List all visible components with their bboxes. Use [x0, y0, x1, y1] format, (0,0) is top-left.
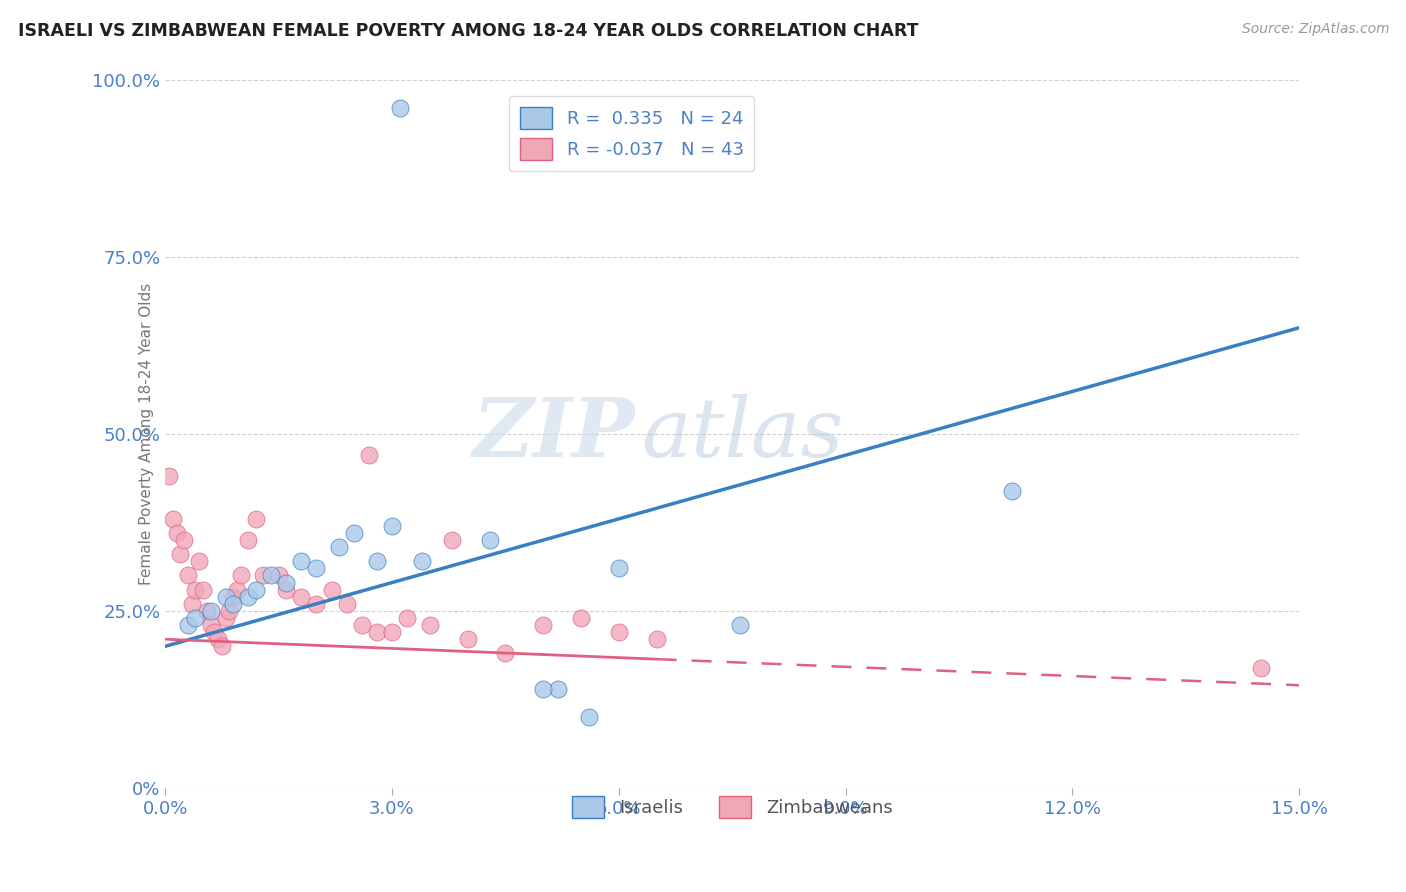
Point	[305, 597, 328, 611]
Point	[411, 554, 433, 568]
Point	[188, 554, 211, 568]
Point	[607, 561, 630, 575]
Point	[211, 640, 233, 654]
Point	[162, 512, 184, 526]
Point	[607, 625, 630, 640]
Point	[166, 526, 188, 541]
Point	[531, 681, 554, 696]
Point	[419, 618, 441, 632]
Point	[457, 632, 479, 647]
Point	[350, 618, 373, 632]
Point	[157, 469, 180, 483]
Point	[184, 582, 207, 597]
Point	[207, 632, 229, 647]
Text: atlas: atlas	[641, 394, 844, 474]
Point	[645, 632, 668, 647]
Point	[290, 590, 312, 604]
Point	[381, 519, 404, 533]
Y-axis label: Female Poverty Among 18-24 Year Olds: Female Poverty Among 18-24 Year Olds	[139, 283, 155, 585]
Point	[479, 533, 502, 547]
Point	[531, 618, 554, 632]
Point	[245, 512, 267, 526]
Point	[218, 604, 240, 618]
Point	[569, 611, 592, 625]
Point	[180, 597, 202, 611]
Point	[173, 533, 195, 547]
Point	[169, 547, 191, 561]
Point	[728, 618, 751, 632]
Point	[252, 568, 274, 582]
Point	[388, 101, 411, 115]
Point	[226, 582, 249, 597]
Point	[305, 561, 328, 575]
Point	[578, 710, 600, 724]
Point	[222, 597, 245, 611]
Point	[222, 590, 245, 604]
Point	[336, 597, 359, 611]
Legend: Israelis, Zimbabweans: Israelis, Zimbabweans	[565, 789, 900, 825]
Point	[215, 590, 238, 604]
Point	[359, 448, 381, 462]
Text: Source: ZipAtlas.com: Source: ZipAtlas.com	[1241, 22, 1389, 37]
Point	[260, 568, 283, 582]
Point	[276, 575, 298, 590]
Text: ZIP: ZIP	[474, 394, 636, 474]
Point	[184, 611, 207, 625]
Point	[191, 582, 214, 597]
Point	[366, 554, 388, 568]
Point	[200, 618, 222, 632]
Point	[343, 526, 366, 541]
Point	[441, 533, 464, 547]
Point	[202, 625, 225, 640]
Point	[245, 582, 267, 597]
Point	[290, 554, 312, 568]
Point	[1001, 483, 1024, 498]
Point	[177, 618, 200, 632]
Point	[321, 582, 343, 597]
Point	[396, 611, 419, 625]
Text: ISRAELI VS ZIMBABWEAN FEMALE POVERTY AMONG 18-24 YEAR OLDS CORRELATION CHART: ISRAELI VS ZIMBABWEAN FEMALE POVERTY AMO…	[18, 22, 918, 40]
Point	[238, 590, 260, 604]
Point	[195, 604, 218, 618]
Point	[276, 582, 298, 597]
Point	[1250, 660, 1272, 674]
Point	[238, 533, 260, 547]
Point	[547, 681, 569, 696]
Point	[177, 568, 200, 582]
Point	[267, 568, 290, 582]
Point	[366, 625, 388, 640]
Point	[381, 625, 404, 640]
Point	[328, 540, 350, 554]
Point	[200, 604, 222, 618]
Point	[229, 568, 252, 582]
Point	[215, 611, 238, 625]
Point	[494, 646, 516, 660]
